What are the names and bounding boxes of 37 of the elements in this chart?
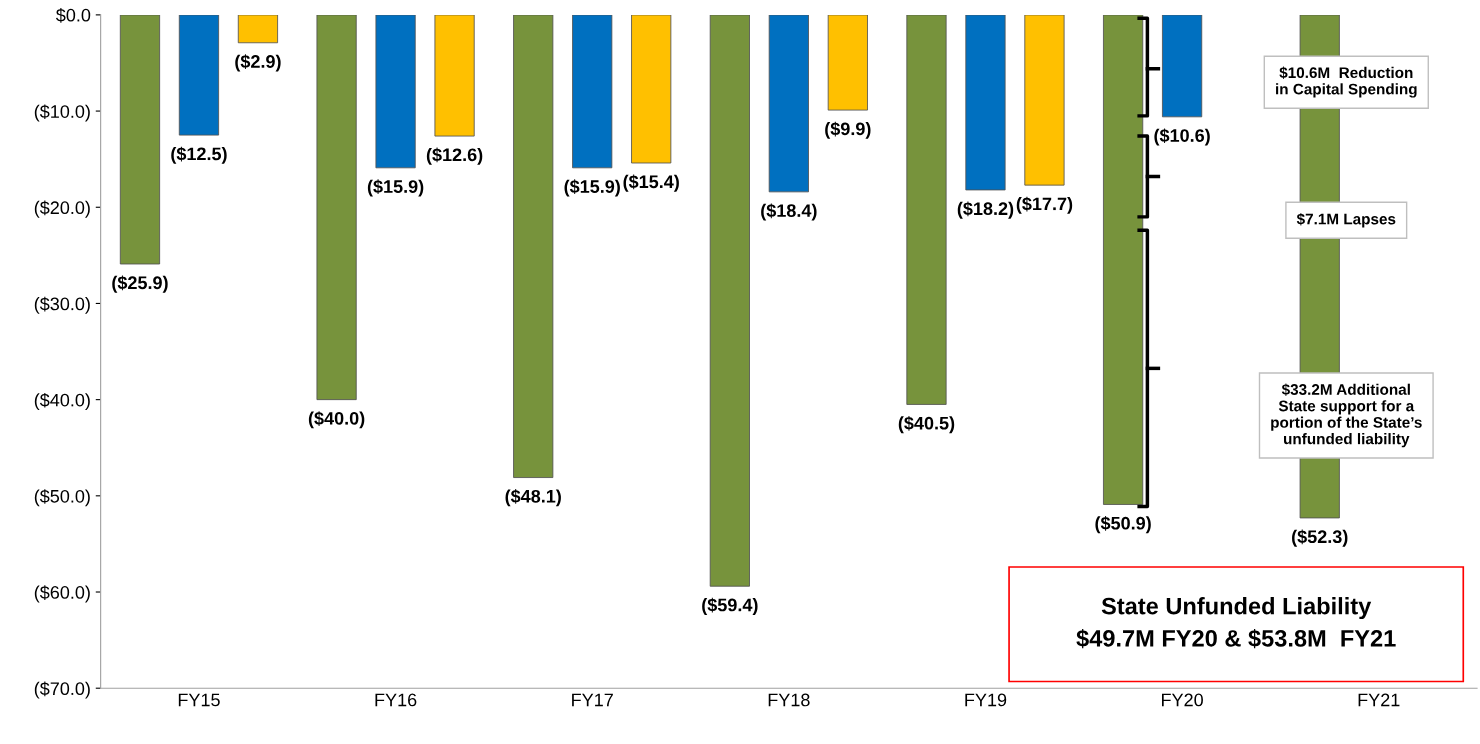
data-label: ($15.9) (564, 179, 620, 197)
data-label: ($15.9) (367, 179, 424, 197)
x-tick-label: FY20 (1162, 693, 1203, 707)
y-tick-label: ($60.0) (34, 585, 90, 603)
y-tick-label: ($70.0) (34, 681, 90, 699)
x-tick-label: FY16 (375, 693, 417, 707)
data-label: ($12.5) (171, 146, 227, 164)
data-label: ($40.5) (898, 415, 955, 434)
data-label: ($25.9) (112, 275, 168, 293)
annotation: $33.2M Additional State support for a portion of the State’s unfunded liability (1271, 383, 1422, 448)
x-tick-label: FY17 (572, 693, 613, 707)
data-label: ($50.9) (1095, 516, 1151, 534)
y-tick-label: ($50.0) (34, 489, 90, 507)
data-label: ($59.4) (702, 597, 758, 615)
annotation: $10.6M Reduction in Capital Spending (1276, 66, 1417, 98)
data-label: ($12.6) (426, 147, 483, 165)
x-tick-label: FY18 (768, 693, 810, 707)
annotation: State Unfunded Liability $49.7M FY20 & $53.8M FY21 (1076, 597, 1396, 649)
data-label: ($10.6) (1154, 128, 1210, 146)
x-tick-label: FY21 (1358, 693, 1400, 707)
y-tick-label: ($10.0) (34, 104, 90, 122)
data-label: ($9.9) (825, 121, 871, 139)
y-tick-label: ($30.0) (34, 296, 90, 314)
x-tick-label: FY19 (965, 693, 1007, 707)
data-label: ($52.3) (1292, 529, 1348, 547)
x-tick-label: FY15 (178, 693, 220, 707)
data-label: ($15.4) (623, 174, 679, 192)
data-label: ($2.9) (235, 54, 281, 72)
y-tick-label: $0.0 (55, 8, 91, 23)
annotation: $7.1M Lapses (1296, 212, 1396, 228)
y-tick-label: ($40.0) (34, 392, 90, 411)
data-label: ($48.1) (505, 489, 561, 507)
data-label: ($18.4) (761, 203, 817, 221)
data-label: ($40.0) (308, 411, 365, 429)
y-tick-label: ($20.0) (34, 200, 90, 218)
data-label: ($17.7) (1016, 196, 1073, 214)
data-label: ($18.2) (957, 201, 1014, 219)
